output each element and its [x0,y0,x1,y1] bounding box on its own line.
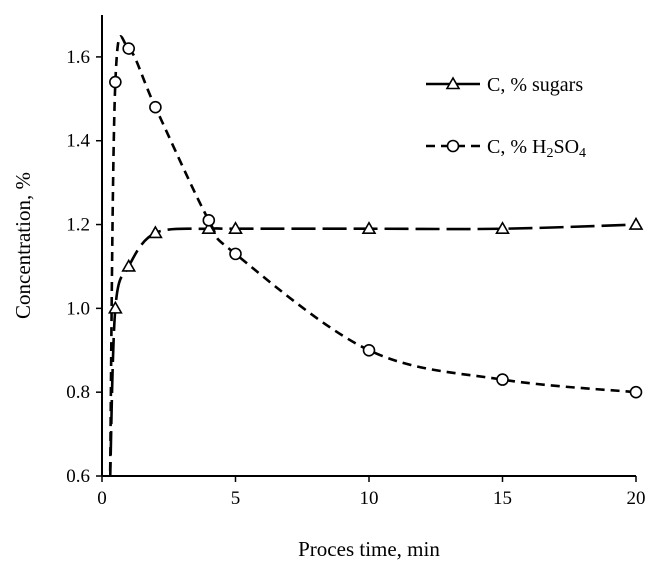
data-point-triangle [228,221,243,235]
axes [96,15,637,482]
data-point-circle [229,247,242,261]
legend-label-1: C, % sugars [487,74,583,96]
x-axis-title: Proces time, min [298,537,440,561]
y-tick-label: 1.4 [66,131,90,152]
data-point-triangle [628,216,644,230]
data-point-triangle [107,300,123,314]
legend-marker-circle [446,139,460,153]
y-tick-label: 1.0 [66,298,90,319]
data-point-triangle [148,225,163,239]
x-tick-label: 10 [360,488,379,509]
data-point-circle [496,373,509,386]
series-line-2 [108,35,637,476]
data-point-triangle [495,221,510,235]
data-point-circle [149,100,162,114]
data-point-circle [202,214,216,227]
legend-marker-triangle [445,76,461,90]
data-point-triangle [361,221,377,235]
data-point-circle [362,343,376,357]
data-point-circle [109,75,122,89]
legend: C, % sugars C, % H2SO4 [426,74,586,161]
y-tick-label: 0.8 [66,382,90,403]
legend-text-part: SO [553,136,579,158]
x-tick-label: 15 [493,488,512,509]
x-tick-label: 20 [627,488,646,509]
legend-subscript: 4 [579,146,586,161]
legend-subscript: 2 [546,146,553,161]
y-tick-label: 0.6 [66,466,90,487]
data-point-circle [122,42,135,55]
y-axis-title: Concentration, % [11,172,35,319]
x-tick-label: 5 [231,488,241,509]
legend-label-2: C, % H2SO4 [487,136,586,161]
y-tick-label: 1.2 [66,215,90,236]
series-markers [107,42,644,399]
series-curves [108,35,637,476]
data-point-triangle [121,258,137,272]
legend-text-part: C, % H [487,136,546,158]
x-tick-label: 0 [97,488,107,509]
tick-labels: 0.6 0.8 1.0 1.2 1.4 1.6 0 5 10 15 20 [66,47,645,509]
series-line-1 [108,223,637,476]
data-point-circle [629,385,643,399]
data-point-triangle [201,221,217,235]
y-tick-label: 1.6 [66,47,90,68]
